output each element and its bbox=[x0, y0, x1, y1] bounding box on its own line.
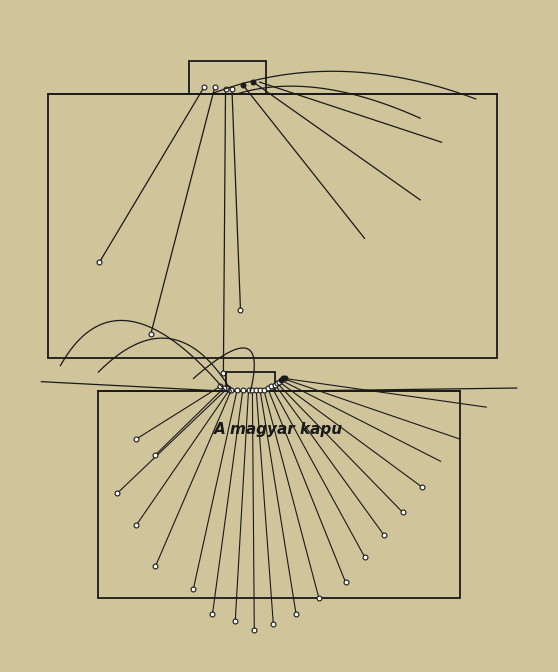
Bar bbox=[226, 372, 275, 391]
Text: A magyar kapu: A magyar kapu bbox=[214, 422, 344, 437]
Bar bbox=[189, 60, 266, 94]
Bar bbox=[48, 94, 497, 358]
Bar bbox=[98, 391, 460, 598]
